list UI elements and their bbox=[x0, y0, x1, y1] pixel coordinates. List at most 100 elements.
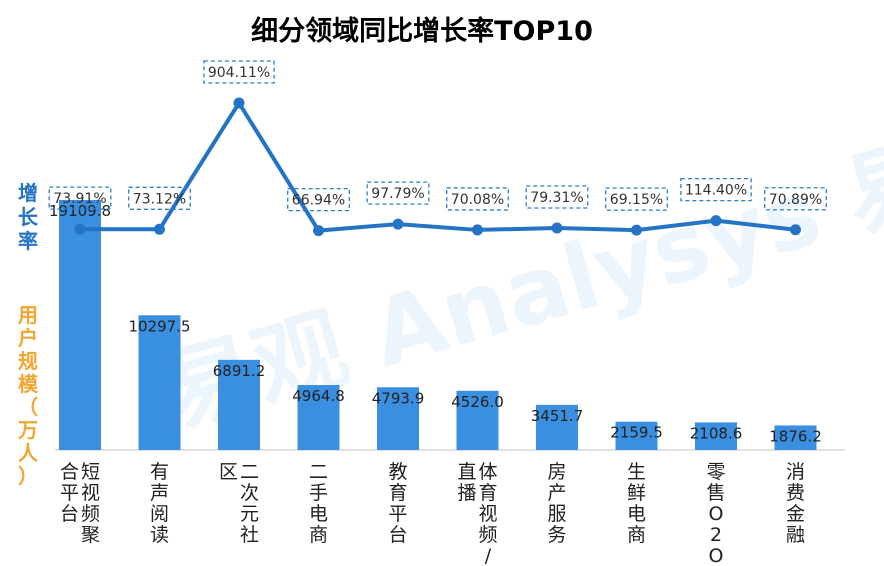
category-label-char: 体 bbox=[478, 461, 497, 483]
growth-label-box bbox=[203, 60, 275, 84]
growth-point bbox=[631, 224, 642, 236]
growth-labels: 73.91% 73.12% 904.11% 66.94% 97.79% 70.08% 79.… bbox=[48, 60, 827, 212]
bar bbox=[218, 359, 260, 450]
category-label-char: 服 bbox=[547, 503, 566, 525]
category-label-char: 平 bbox=[60, 482, 79, 504]
category-label-char: 视 bbox=[81, 482, 100, 504]
growth-point bbox=[313, 225, 324, 237]
category-label-char: 务 bbox=[547, 524, 566, 546]
category-label-char: 台 bbox=[388, 524, 407, 546]
category-label-char: 商 bbox=[627, 524, 646, 546]
growth-line bbox=[79, 101, 796, 233]
growth-point bbox=[551, 222, 563, 234]
users-axis-char: 万 bbox=[17, 418, 38, 442]
category-label-char: 阅 bbox=[150, 503, 169, 525]
category-label-char: 平 bbox=[388, 503, 407, 525]
growth-axis-char: 长 bbox=[18, 205, 39, 229]
category-label-char: 频 bbox=[81, 503, 100, 525]
category-label-char: 售 bbox=[706, 482, 725, 504]
category-label-char: 教 bbox=[388, 461, 407, 483]
users-axis-char: 规 bbox=[18, 349, 38, 373]
category-label-char: 育 bbox=[478, 482, 497, 504]
category-label-char: 元 bbox=[240, 503, 259, 525]
growth-value-label: 70.89% bbox=[769, 192, 822, 208]
category-label-char: 直 bbox=[457, 461, 476, 483]
bar-value-label: 1876.2 bbox=[769, 427, 822, 445]
category-label-char: 商 bbox=[309, 524, 328, 546]
users-axis-char: （ bbox=[18, 395, 38, 419]
bar bbox=[695, 422, 737, 450]
growth-point bbox=[392, 218, 404, 230]
users-axis-char: 户 bbox=[18, 326, 38, 350]
users-axis-char: ） bbox=[18, 464, 38, 488]
bar-value-label: 4964.8 bbox=[292, 387, 345, 405]
users-axis-char: 模 bbox=[18, 372, 39, 396]
category-label-char: 零 bbox=[706, 461, 725, 483]
category-label-char: 费 bbox=[786, 482, 805, 504]
category-label-char: 融 bbox=[786, 524, 805, 546]
bar bbox=[456, 390, 499, 450]
bar-value-label: 4526.0 bbox=[451, 393, 504, 411]
bar bbox=[615, 421, 658, 450]
growth-value-label: 66.94% bbox=[292, 193, 345, 209]
category-label-char: 有 bbox=[150, 461, 169, 483]
growth-value-label: 73.12% bbox=[133, 191, 186, 207]
growth-point bbox=[710, 215, 722, 227]
growth-value-label: 114.40% bbox=[685, 183, 747, 199]
bar-value-label: 2108.6 bbox=[690, 424, 743, 442]
growth-label-box bbox=[605, 187, 668, 211]
category-label-char: 社 bbox=[240, 524, 259, 546]
category-label-char: 合 bbox=[60, 461, 79, 483]
growth-point bbox=[233, 97, 245, 109]
bar-value-label: 3451.7 bbox=[531, 407, 584, 425]
category-label-char: 区 bbox=[219, 461, 238, 483]
category-label-char: 读 bbox=[150, 524, 169, 546]
growth-point bbox=[74, 223, 86, 235]
category-label-char: 次 bbox=[240, 482, 259, 504]
category-label-char: 育 bbox=[388, 482, 407, 504]
growth-value-label: 97.79% bbox=[371, 186, 424, 202]
category-label-char: 聚 bbox=[81, 524, 100, 546]
category-label-char: 台 bbox=[60, 503, 79, 525]
bar-value-label: 10297.5 bbox=[128, 317, 190, 335]
growth-label-box bbox=[764, 187, 827, 211]
category-label-char: 播 bbox=[457, 482, 476, 504]
growth-label-box bbox=[287, 187, 350, 212]
growth-value-label: 79.31% bbox=[530, 190, 583, 206]
category-label-char: 2 bbox=[710, 524, 722, 546]
growth-axis-label: 增长率 bbox=[18, 181, 39, 253]
growth-value-label: 73.91% bbox=[53, 191, 106, 207]
growth-value-label: 70.08% bbox=[451, 192, 504, 208]
bar-value-label: 4793.9 bbox=[372, 389, 425, 407]
growth-line-series bbox=[74, 97, 801, 237]
bar-series bbox=[59, 200, 817, 450]
bar bbox=[297, 385, 340, 450]
category-label-char: 房 bbox=[547, 461, 566, 483]
category-label-char: O bbox=[709, 503, 724, 525]
bar bbox=[59, 200, 101, 450]
growth-value-label: 69.15% bbox=[610, 192, 663, 208]
category-label-char: O bbox=[709, 545, 724, 566]
growth-point bbox=[790, 224, 801, 236]
category-label-char: 视 bbox=[478, 503, 497, 525]
category-label-char: 金 bbox=[786, 503, 805, 525]
category-label-char: 频 bbox=[478, 524, 497, 546]
bar bbox=[377, 387, 419, 450]
growth-point bbox=[472, 224, 483, 236]
chart-title: 细分领域同比增长率TOP10 bbox=[251, 15, 593, 47]
bar-value-label: 19109.8 bbox=[49, 202, 111, 220]
growth-axis-char: 增 bbox=[18, 181, 38, 205]
growth-label-box bbox=[48, 186, 112, 210]
users-axis-char: 用 bbox=[18, 303, 38, 327]
category-label-char: 声 bbox=[150, 482, 169, 504]
category-label-char: 电 bbox=[309, 503, 328, 525]
category-label-char: 短 bbox=[81, 461, 100, 483]
category-label-char: 产 bbox=[547, 482, 566, 504]
category-label-char: 二 bbox=[240, 461, 259, 483]
growth-label-box bbox=[446, 187, 509, 211]
bar bbox=[774, 425, 817, 450]
category-label-char: / bbox=[485, 545, 492, 566]
category-label-char: 电 bbox=[627, 503, 646, 525]
